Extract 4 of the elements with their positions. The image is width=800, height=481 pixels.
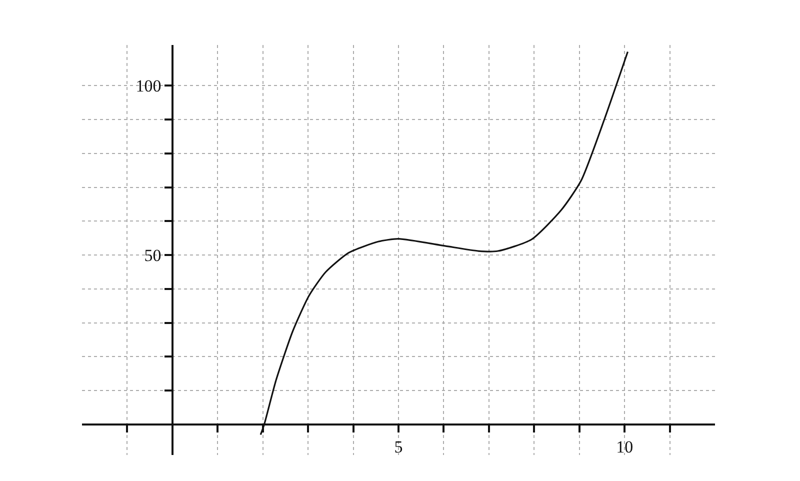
x-tick-label: 10 bbox=[616, 438, 634, 457]
y-tick-label: 50 bbox=[144, 246, 162, 266]
x-tick-label: 5 bbox=[394, 438, 403, 457]
y-tick-label: 100 bbox=[136, 76, 162, 96]
